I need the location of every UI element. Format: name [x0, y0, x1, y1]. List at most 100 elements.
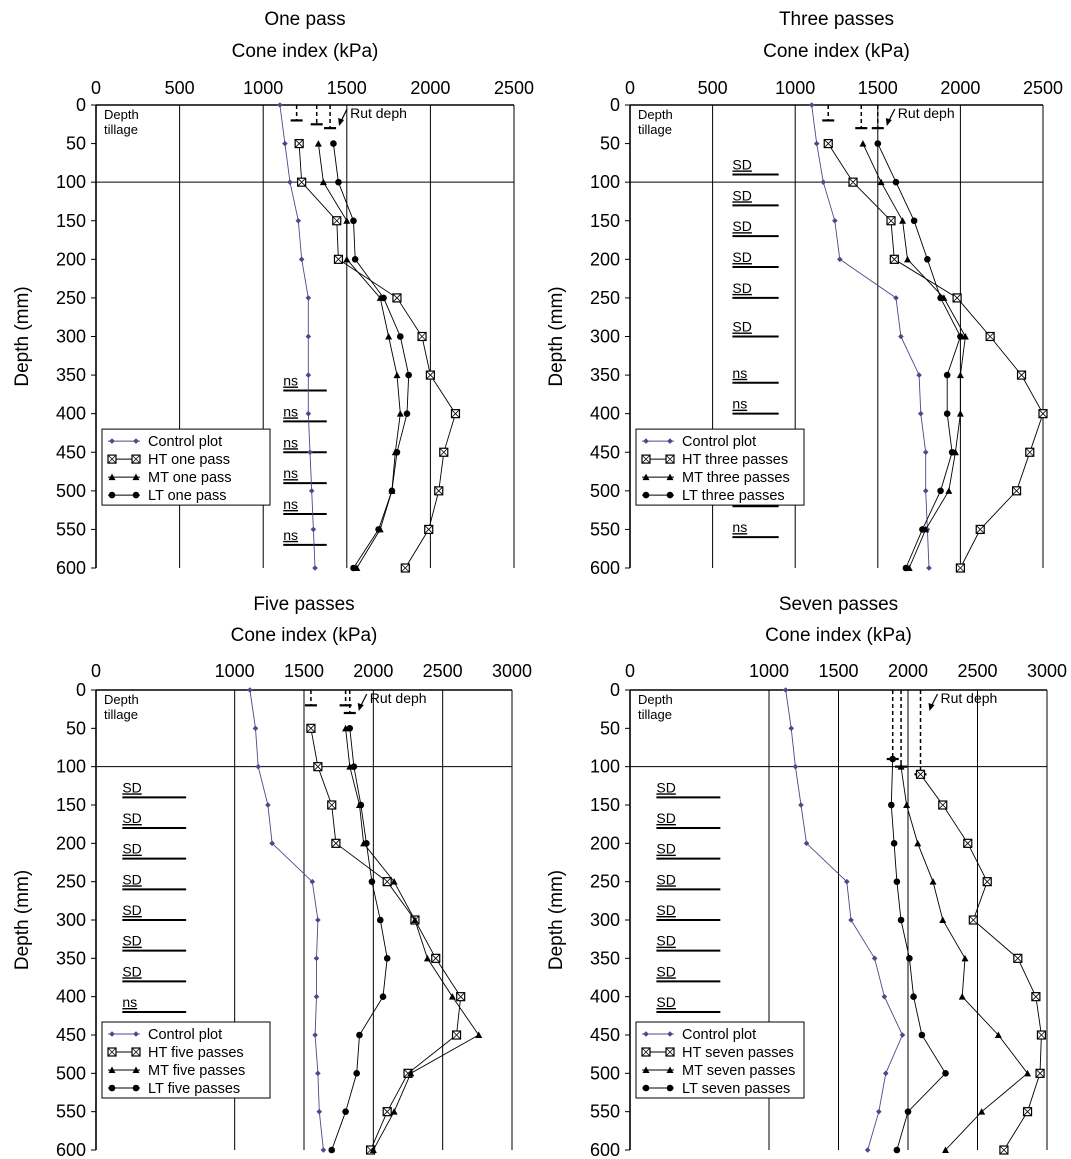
data-point-hatch	[1031, 992, 1041, 1001]
legend-entry: HT one pass	[148, 452, 230, 468]
rut-depth-label: Rut deph	[350, 105, 407, 121]
series-mt-three-passes	[859, 140, 969, 571]
y-tick-label: 100	[590, 757, 620, 777]
data-point	[919, 526, 926, 533]
y-tick-label: 450	[590, 442, 620, 462]
data-point	[926, 565, 932, 571]
data-point	[877, 178, 885, 186]
data-point-hatch	[1038, 409, 1048, 418]
series-lt-five-passes	[328, 725, 391, 1154]
data-point	[922, 449, 929, 456]
data-point	[910, 993, 917, 1000]
significance-label: ns	[732, 365, 747, 381]
data-point	[393, 448, 401, 456]
data-point	[902, 564, 910, 572]
significance-label: SD	[122, 779, 141, 795]
data-point	[929, 878, 937, 885]
data-point	[282, 140, 288, 147]
y-tick-label: 500	[590, 1063, 620, 1083]
data-point	[924, 256, 931, 263]
y-tick-label: 450	[56, 442, 86, 462]
data-point-hatch	[294, 139, 304, 148]
y-tick-label: 400	[590, 404, 620, 424]
y-tick-label: 150	[56, 211, 86, 231]
data-point	[390, 878, 398, 885]
series-line	[310, 728, 462, 1151]
data-point	[808, 102, 815, 108]
data-point	[961, 954, 969, 962]
y-tick-label: 400	[56, 987, 86, 1007]
data-point-hatch	[1025, 447, 1035, 457]
y-tick-label: 0	[610, 680, 620, 700]
data-point	[888, 801, 895, 809]
significance-label: SD	[732, 249, 751, 265]
data-point	[1024, 1069, 1032, 1077]
legend-box	[635, 428, 805, 506]
series-line	[345, 728, 480, 1151]
data-point-hatch	[1023, 1107, 1032, 1116]
legend-entry: LT five passes	[148, 1081, 240, 1097]
legend-entry: LT three passes	[682, 488, 785, 504]
data-point	[882, 1070, 889, 1077]
data-point	[917, 410, 924, 417]
data-point	[379, 993, 387, 1000]
y-tick-label: 450	[590, 1025, 620, 1045]
series-lt-seven-passes	[888, 755, 949, 1154]
depth-tillage-label: tillage	[638, 122, 672, 137]
legend-marker	[666, 1066, 674, 1073]
legend-marker	[642, 473, 650, 481]
data-point	[423, 954, 431, 962]
legend: Control plot HT seven passes MT seven pass…	[635, 1021, 805, 1099]
legend-marker-hatch	[107, 1047, 117, 1057]
data-point-hatch	[331, 839, 341, 848]
rut-depth-label: Rut deph	[941, 690, 998, 706]
data-point	[308, 488, 315, 494]
significance-label: SD	[122, 933, 141, 949]
y-tick-label: 50	[66, 134, 86, 154]
data-point	[937, 487, 944, 495]
data-point-hatch	[975, 525, 985, 534]
x-tick-label: 2000	[353, 661, 393, 681]
legend-entry: Control plot	[682, 1027, 756, 1043]
legend-marker	[132, 491, 140, 499]
legend-marker	[666, 491, 674, 499]
data-point-hatch	[382, 1107, 392, 1116]
series-line	[332, 143, 410, 569]
data-point	[897, 916, 905, 924]
data-point	[899, 1032, 906, 1038]
legend-marker	[132, 1066, 140, 1073]
data-point	[792, 763, 799, 770]
data-point-hatch	[417, 332, 427, 341]
data-point-hatch	[982, 877, 992, 886]
significance-label: SD	[732, 187, 751, 203]
series-ht-five-passes	[306, 723, 466, 1155]
data-point-hatch	[456, 992, 465, 1001]
legend-marker	[667, 1031, 673, 1037]
data-point	[265, 802, 271, 808]
legend-entry: Control plot	[148, 1027, 222, 1043]
data-point	[388, 487, 396, 495]
legend-entry: MT five passes	[148, 1063, 245, 1079]
x-tick-label: 1000	[215, 661, 255, 681]
data-point	[874, 140, 882, 147]
data-point-hatch	[963, 839, 973, 848]
y-tick-label: 150	[56, 795, 86, 815]
data-point-hatch	[1017, 370, 1026, 380]
data-point	[937, 294, 944, 302]
data-point	[252, 725, 259, 732]
data-point	[269, 840, 275, 847]
data-point	[820, 179, 827, 185]
x-tick-label: 1500	[327, 78, 367, 98]
data-point	[788, 725, 795, 732]
data-point	[957, 333, 964, 340]
legend-marker-hatch	[641, 1047, 651, 1057]
data-point	[313, 955, 320, 962]
chart-title: Three passes	[779, 9, 894, 30]
legend-marker-hatch	[107, 454, 117, 464]
y-tick-label: 400	[56, 404, 86, 424]
x-tick-label: 1500	[818, 661, 858, 681]
y-axis-label: Depth (mm)	[546, 286, 567, 386]
significance-label: SD	[656, 963, 675, 979]
legend-marker	[109, 1031, 115, 1037]
